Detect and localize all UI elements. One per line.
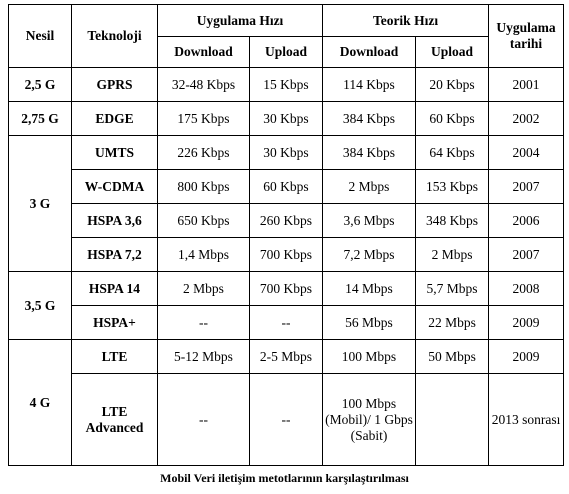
year-cell: 2008 [488, 271, 565, 306]
th-upload-cell: 22 Mbps [414, 305, 490, 340]
app-upload-cell: 2-5 Mbps [249, 339, 323, 374]
app-download-cell: 226 Kbps [157, 135, 250, 170]
app-download-cell: 32-48 Kbps [157, 67, 250, 102]
th-download-cell: 384 Kbps [322, 101, 416, 136]
table-row: LTE Advanced -- -- 100 Mbps (Mobil)/ 1 G… [9, 373, 565, 466]
table-row: 2,75 G EDGE 175 Kbps 30 Kbps 384 Kbps 60… [8, 101, 565, 136]
header-app-download: Download [157, 36, 250, 68]
th-download-cell: 56 Mbps [322, 305, 416, 340]
comparison-table: Nesil Teknoloji Uygulama Hızı Teorik Hız… [8, 4, 565, 466]
technology-cell: GPRS [71, 67, 158, 102]
th-upload-cell: 2 Mbps [414, 237, 490, 272]
table-row: W-CDMA 800 Kbps 60 Kbps 2 Mbps 153 Kbps … [9, 169, 565, 204]
table-row: 4 G LTE 5-12 Mbps 2-5 Mbps 100 Mbps 50 M… [8, 339, 565, 466]
header-app-date: Uygulama tarihi [488, 4, 565, 68]
app-upload-cell: 260 Kbps [249, 203, 323, 238]
technology-cell: W-CDMA [71, 169, 158, 204]
technology-cell: HSPA+ [71, 305, 158, 340]
th-upload-cell: 50 Mbps [414, 339, 490, 374]
app-upload-cell: 700 Kbps [249, 237, 323, 272]
year-cell: 2007 [488, 237, 565, 272]
app-upload-cell: -- [249, 373, 323, 466]
header-app-upload: Upload [249, 36, 323, 68]
table-row: HSPA 3,6 650 Kbps 260 Kbps 3,6 Mbps 348 … [9, 203, 565, 238]
header-th-upload: Upload [414, 36, 490, 68]
app-upload-cell: 60 Kbps [249, 169, 323, 204]
app-upload-cell: 30 Kbps [249, 101, 323, 136]
technology-cell: EDGE [71, 101, 158, 136]
app-download-cell: 800 Kbps [157, 169, 250, 204]
app-upload-cell: 15 Kbps [249, 67, 323, 102]
year-cell: 2009 [488, 305, 565, 340]
th-download-cell: 7,2 Mbps [322, 237, 416, 272]
technology-cell: HSPA 14 [71, 271, 158, 306]
th-upload-cell: 348 Kbps [414, 203, 490, 238]
th-upload-cell: 5,7 Mbps [414, 271, 490, 306]
th-download-cell: 2 Mbps [322, 169, 416, 204]
generation-cell: 2,75 G [8, 101, 72, 136]
header-app-date-line1: Uygulama [496, 20, 556, 35]
th-download-cell: 100 Mbps (Mobil)/ 1 Gbps (Sabit) [322, 373, 416, 466]
technology-cell: UMTS [71, 135, 158, 170]
app-download-cell: 650 Kbps [157, 203, 250, 238]
th-download-cell: 384 Kbps [322, 135, 416, 170]
year-cell: 2002 [488, 101, 565, 136]
th-download-cell: 100 Mbps [322, 339, 416, 374]
app-upload-cell: -- [249, 305, 323, 340]
th-download-cell: 3,6 Mbps [322, 203, 416, 238]
header-theoretical-speed: Teorik Hızı [321, 4, 490, 37]
app-download-cell: 2 Mbps [157, 271, 250, 306]
technology-cell: HSPA 7,2 [71, 237, 158, 272]
table-row: 2,5 G GPRS 32-48 Kbps 15 Kbps 114 Kbps 2… [8, 67, 565, 102]
year-cell: 2013 sonrası [488, 373, 565, 466]
year-cell: 2006 [488, 203, 565, 238]
app-download-cell: 5-12 Mbps [157, 339, 250, 374]
app-upload-cell: 700 Kbps [249, 271, 323, 306]
technology-cell: LTE Advanced [71, 373, 158, 466]
generation-cell: 3 G [8, 135, 72, 272]
year-cell: 2004 [488, 135, 565, 170]
table-row: HSPA 7,2 1,4 Mbps 700 Kbps 7,2 Mbps 2 Mb… [9, 237, 565, 272]
generation-cell: 4 G [8, 339, 72, 466]
table-row: 3,5 G HSPA 14 2 Mbps 700 Kbps 14 Mbps 5,… [8, 271, 565, 340]
th-upload-cell: 60 Kbps [414, 101, 490, 136]
app-upload-cell: 30 Kbps [249, 135, 323, 170]
header-generation: Nesil [8, 4, 72, 68]
app-download-cell: -- [157, 305, 250, 340]
th-download-cell: 14 Mbps [322, 271, 416, 306]
table-caption: Mobil Veri iletişim metotlarının karşıla… [160, 471, 409, 485]
header-th-download: Download [322, 36, 416, 68]
app-download-cell: 1,4 Mbps [157, 237, 250, 272]
generation-cell: 2,5 G [8, 67, 72, 102]
table-row: HSPA+ -- -- 56 Mbps 22 Mbps 2009 [9, 305, 565, 340]
technology-cell: LTE [71, 339, 158, 374]
header-app-date-line2: tarihi [509, 36, 543, 51]
app-download-cell: -- [157, 373, 250, 466]
header-app-speed: Uygulama Hızı [157, 4, 323, 37]
header-technology: Teknoloji [71, 4, 158, 68]
year-cell: 2001 [488, 67, 565, 102]
th-upload-cell [414, 373, 490, 466]
th-upload-cell: 64 Kbps [414, 135, 490, 170]
generation-cell: 3,5 G [8, 271, 72, 340]
year-cell: 2007 [488, 169, 565, 204]
th-upload-cell: 20 Kbps [414, 67, 490, 102]
table-row: 3 G UMTS 226 Kbps 30 Kbps 384 Kbps 64 Kb… [8, 135, 565, 272]
year-cell: 2009 [488, 339, 565, 374]
th-download-cell: 114 Kbps [322, 67, 416, 102]
th-upload-cell: 153 Kbps [414, 169, 490, 204]
technology-cell: HSPA 3,6 [71, 203, 158, 238]
app-download-cell: 175 Kbps [157, 101, 250, 136]
